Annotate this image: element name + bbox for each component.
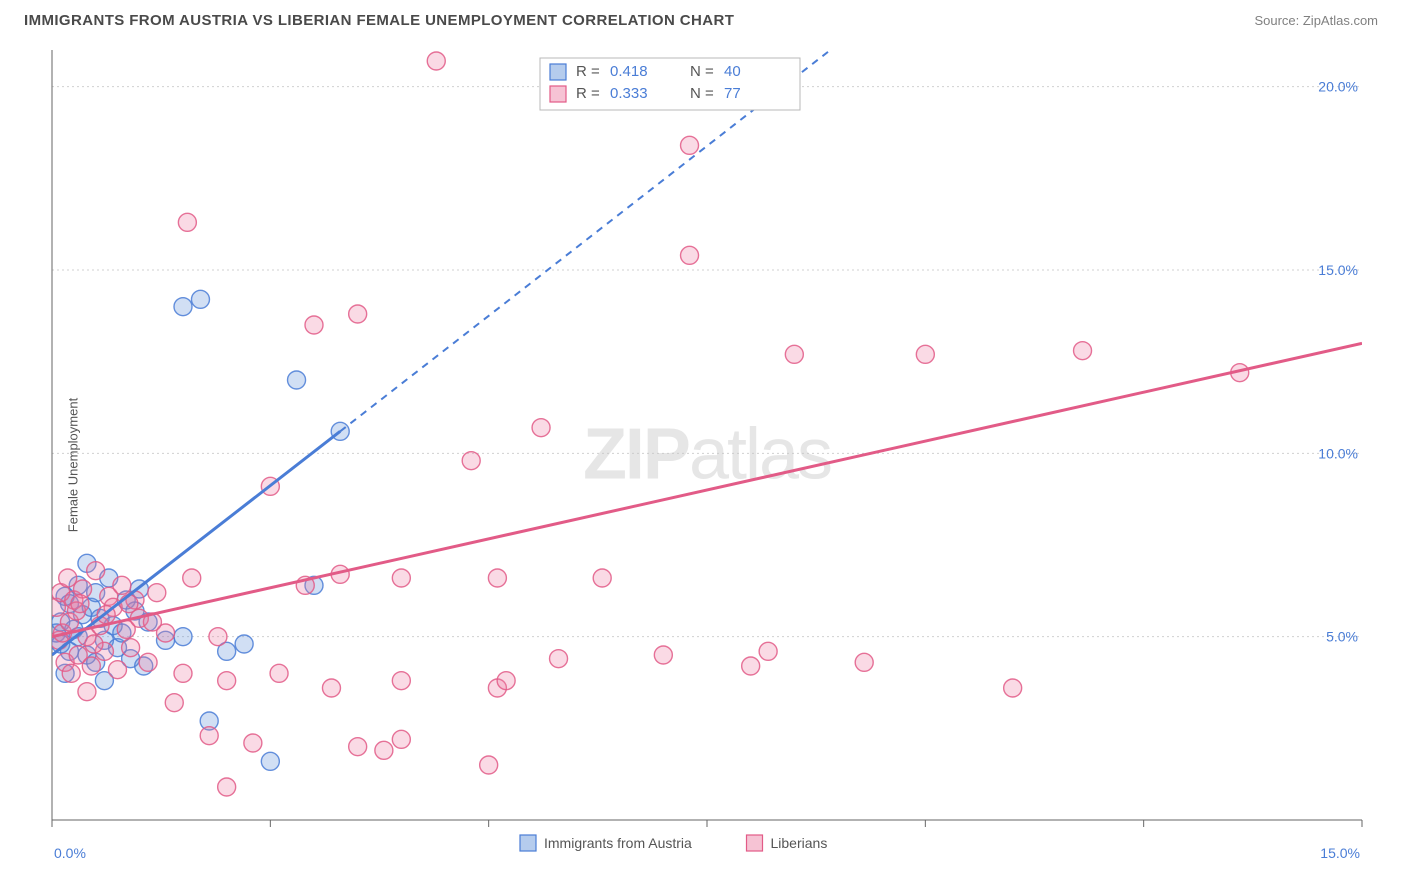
scatter-point: [488, 569, 506, 587]
scatter-point: [59, 569, 77, 587]
scatter-point: [916, 345, 934, 363]
scatter-point: [174, 298, 192, 316]
scatter-point: [593, 569, 611, 587]
scatter-point: [178, 213, 196, 231]
legend-r-value: 0.418: [610, 63, 648, 80]
y-tick-label: 20.0%: [1318, 79, 1358, 95]
legend-n-value: 40: [724, 63, 741, 80]
scatter-point: [288, 371, 306, 389]
scatter-point: [218, 672, 236, 690]
scatter-point: [480, 756, 498, 774]
legend-swatch: [550, 86, 566, 102]
legend-series-label: Liberians: [771, 835, 828, 851]
scatter-point: [349, 738, 367, 756]
scatter-point: [82, 657, 100, 675]
scatter-point: [681, 246, 699, 264]
scatter-point: [120, 595, 138, 613]
scatter-point: [1074, 342, 1092, 360]
scatter-point: [550, 650, 568, 668]
scatter-point: [109, 661, 127, 679]
scatter-point: [532, 419, 550, 437]
scatter-point: [1004, 679, 1022, 697]
scatter-point: [191, 290, 209, 308]
scatter-point: [462, 452, 480, 470]
legend-r-label: R =: [576, 63, 600, 80]
legend-n-value: 77: [724, 85, 741, 102]
legend-r-value: 0.333: [610, 85, 648, 102]
legend-swatch: [550, 64, 566, 80]
scatter-point: [235, 635, 253, 653]
trend-line: [52, 343, 1362, 636]
y-axis-label: Female Unemployment: [66, 398, 81, 532]
scatter-point: [742, 657, 760, 675]
y-tick-label: 10.0%: [1318, 445, 1358, 461]
scatter-point: [270, 664, 288, 682]
scatter-point: [71, 595, 89, 613]
scatter-point: [349, 305, 367, 323]
legend-series-label: Immigrants from Austria: [544, 835, 692, 851]
scatter-point: [122, 639, 140, 657]
scatter-point: [261, 752, 279, 770]
scatter-point: [174, 664, 192, 682]
legend-n-label: N =: [690, 63, 714, 80]
y-tick-label: 15.0%: [1318, 262, 1358, 278]
legend-n-label: N =: [690, 85, 714, 102]
scatter-point: [209, 628, 227, 646]
scatter-point: [785, 345, 803, 363]
source-label: Source: ZipAtlas.com: [1254, 13, 1378, 28]
watermark: ZIPatlas: [583, 414, 831, 494]
scatter-point: [85, 635, 103, 653]
correlation-scatter-chart: 0.0% 15.0% 5.0% 10.0% 15.0% 20.0% ZIPatlas R = 0…: [0, 40, 1406, 890]
scatter-point: [427, 52, 445, 70]
scatter-point: [375, 741, 393, 759]
scatter-point: [218, 778, 236, 796]
scatter-point: [497, 672, 515, 690]
scatter-point: [244, 734, 262, 752]
scatter-point: [78, 683, 96, 701]
scatter-point: [654, 646, 672, 664]
legend-r-label: R =: [576, 85, 600, 102]
scatter-point: [113, 576, 131, 594]
scatter-point: [183, 569, 201, 587]
trend-line: [52, 431, 340, 655]
scatter-point: [148, 584, 166, 602]
scatter-point: [305, 316, 323, 334]
x-tick-label: 0.0%: [54, 845, 86, 861]
scatter-point: [681, 136, 699, 154]
scatter-point: [392, 730, 410, 748]
legend-swatch: [747, 835, 763, 851]
scatter-point: [87, 562, 105, 580]
scatter-point: [165, 694, 183, 712]
legend-swatch: [520, 835, 536, 851]
scatter-point: [855, 653, 873, 671]
y-tick-label: 5.0%: [1326, 629, 1358, 645]
scatter-point: [174, 628, 192, 646]
chart-title: IMMIGRANTS FROM AUSTRIA VS LIBERIAN FEMA…: [24, 12, 734, 29]
scatter-point: [322, 679, 340, 697]
scatter-point: [200, 727, 218, 745]
scatter-point: [392, 569, 410, 587]
scatter-point: [759, 642, 777, 660]
x-tick-label: 15.0%: [1320, 845, 1360, 861]
scatter-point: [62, 664, 80, 682]
scatter-point: [139, 653, 157, 671]
scatter-point: [392, 672, 410, 690]
